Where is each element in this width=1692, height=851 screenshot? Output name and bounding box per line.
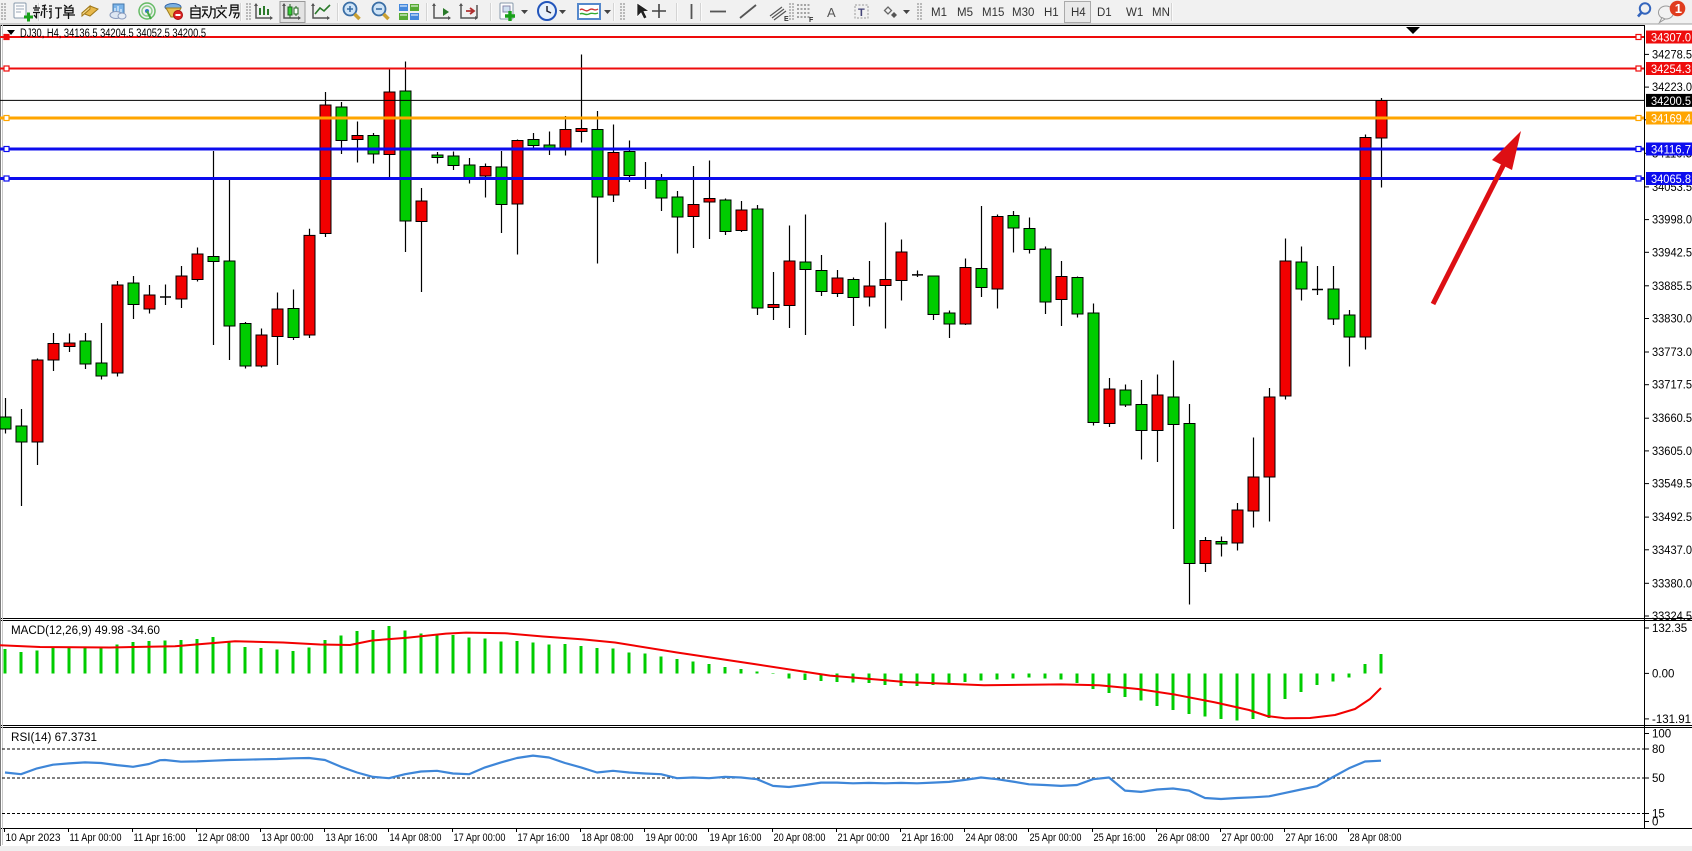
svg-text:0.00: 0.00 [1652,668,1674,680]
svg-text:34169.4: 34169.4 [1651,114,1692,126]
svg-text:33549.5: 33549.5 [1652,479,1692,491]
svg-text:132.35: 132.35 [1652,623,1687,635]
svg-text:27 Apr 16:00: 27 Apr 16:00 [1286,832,1338,844]
svg-text:50: 50 [1652,773,1665,785]
svg-text:24 Apr 08:00: 24 Apr 08:00 [966,832,1018,844]
svg-text:28 Apr 08:00: 28 Apr 08:00 [1350,832,1402,844]
svg-text:-131.91: -131.91 [1652,714,1691,726]
svg-text:12 Apr 08:00: 12 Apr 08:00 [198,832,250,844]
svg-text:25 Apr 16:00: 25 Apr 16:00 [1094,832,1146,844]
svg-text:11 Apr 00:00: 11 Apr 00:00 [70,832,122,844]
svg-text:33605.0: 33605.0 [1652,446,1692,458]
svg-text:33380.0: 33380.0 [1652,578,1692,590]
svg-text:34254.3: 34254.3 [1651,64,1691,76]
svg-text:14 Apr 08:00: 14 Apr 08:00 [390,832,442,844]
svg-text:T: T [858,7,865,19]
svg-text:11 Apr 16:00: 11 Apr 16:00 [134,832,186,844]
svg-text:H1: H1 [1044,7,1059,19]
svg-text:33773.0: 33773.0 [1652,347,1692,359]
svg-text:34200.5: 34200.5 [1651,96,1691,108]
svg-text:21 Apr 16:00: 21 Apr 16:00 [902,832,954,844]
svg-text:13 Apr 16:00: 13 Apr 16:00 [326,832,378,844]
svg-text:MN: MN [1152,7,1170,19]
svg-text:A: A [827,5,836,20]
svg-text:34065.8: 34065.8 [1651,174,1691,186]
svg-text:27 Apr 00:00: 27 Apr 00:00 [1222,832,1274,844]
svg-text:33998.0: 33998.0 [1652,215,1692,227]
svg-text:19 Apr 16:00: 19 Apr 16:00 [710,832,762,844]
svg-text:M15: M15 [982,7,1004,19]
svg-text:17 Apr 00:00: 17 Apr 00:00 [454,832,506,844]
svg-text:33717.5: 33717.5 [1652,380,1692,392]
svg-text:19 Apr 00:00: 19 Apr 00:00 [646,832,698,844]
svg-text:M30: M30 [1012,7,1034,19]
svg-text:33492.5: 33492.5 [1652,512,1692,524]
svg-text:33942.5: 33942.5 [1652,247,1692,259]
svg-text:20 Apr 08:00: 20 Apr 08:00 [774,832,826,844]
svg-text:18 Apr 08:00: 18 Apr 08:00 [582,832,634,844]
svg-text:25 Apr 00:00: 25 Apr 00:00 [1030,832,1082,844]
svg-text:100: 100 [1652,729,1671,741]
svg-text:0: 0 [1652,817,1658,829]
svg-text:33437.0: 33437.0 [1652,545,1692,557]
svg-text:33885.5: 33885.5 [1652,281,1692,293]
svg-text:33324.5: 33324.5 [1652,611,1692,623]
svg-text:13 Apr 00:00: 13 Apr 00:00 [262,832,314,844]
svg-text:21 Apr 00:00: 21 Apr 00:00 [838,832,890,844]
svg-text:D1: D1 [1097,7,1112,19]
svg-text:15: 15 [1652,809,1665,821]
svg-text:W1: W1 [1126,7,1143,19]
svg-text:M1: M1 [931,7,947,19]
svg-text:10 Apr 2023: 10 Apr 2023 [6,832,61,844]
svg-text:RSI(14) 67.3731: RSI(14) 67.3731 [11,732,97,744]
svg-text:34116.7: 34116.7 [1651,145,1691,157]
svg-text:33830.0: 33830.0 [1652,314,1692,326]
svg-text:34307.0: 34307.0 [1651,33,1691,45]
svg-text:26 Apr 08:00: 26 Apr 08:00 [1158,832,1210,844]
svg-text:M5: M5 [957,7,973,19]
svg-text:F: F [809,17,814,24]
svg-text:17 Apr 16:00: 17 Apr 16:00 [518,832,570,844]
svg-text:MACD(12,26,9) 49.98 -34.60: MACD(12,26,9) 49.98 -34.60 [11,625,160,637]
svg-text:33660.5: 33660.5 [1652,413,1692,425]
svg-text:H4: H4 [1071,7,1086,19]
svg-text:34223.0: 34223.0 [1652,82,1692,94]
svg-text:80: 80 [1652,744,1665,756]
svg-text:DJ30, H4, 34136.5 34204.5 3405: DJ30, H4, 34136.5 34204.5 34052.5 34200.… [20,28,206,40]
svg-text:1: 1 [1675,1,1682,16]
svg-text:E: E [784,16,789,23]
svg-text:34278.5: 34278.5 [1652,49,1692,61]
